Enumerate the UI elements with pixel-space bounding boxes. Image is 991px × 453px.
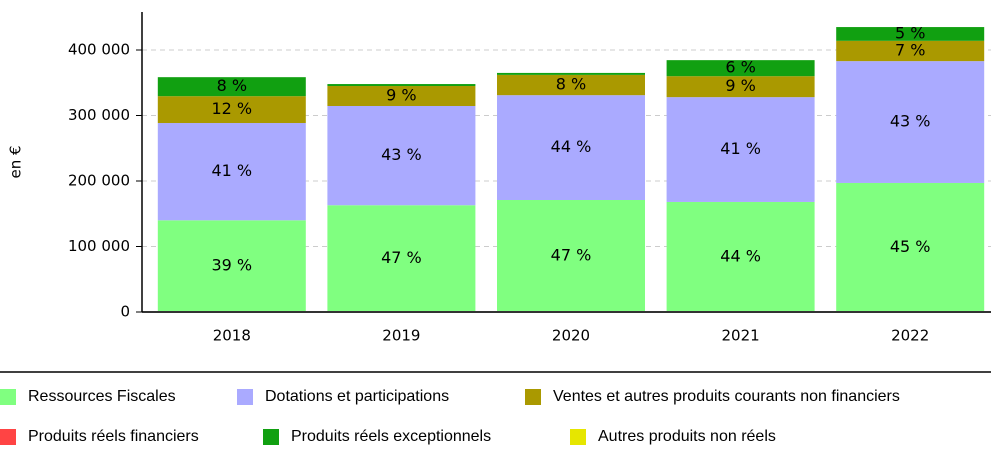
share-label: 47 % bbox=[551, 245, 592, 264]
bar-segment bbox=[497, 72, 645, 75]
legend-label: Ressources Fiscales bbox=[28, 388, 176, 405]
bar-segment bbox=[497, 74, 645, 96]
share-label: 41 % bbox=[720, 139, 761, 158]
legend-label: Dotations et participations bbox=[265, 388, 449, 405]
legend-swatch bbox=[237, 389, 253, 405]
share-label: 9 % bbox=[725, 76, 755, 95]
legend-swatch bbox=[525, 389, 541, 405]
bar-segment bbox=[836, 61, 985, 183]
bar-segment bbox=[836, 27, 985, 41]
share-label: 8 % bbox=[556, 75, 586, 94]
bar-segment bbox=[327, 205, 476, 312]
x-tick-label: 2021 bbox=[722, 327, 760, 345]
bar-segment bbox=[157, 220, 306, 312]
x-tick-label: 2019 bbox=[382, 327, 420, 345]
bar-segment bbox=[497, 95, 645, 200]
bar-segment bbox=[157, 77, 306, 97]
bar-segment bbox=[157, 96, 306, 124]
bar-segment bbox=[497, 199, 645, 312]
share-label: 9 % bbox=[386, 86, 416, 105]
bar-segment bbox=[327, 105, 476, 206]
share-label: 44 % bbox=[551, 137, 592, 156]
bar-segment bbox=[836, 40, 985, 62]
bar-segment bbox=[157, 123, 306, 221]
y-tick-label: 200 000 bbox=[68, 171, 130, 189]
share-label: 8 % bbox=[217, 76, 247, 95]
bar-segment bbox=[327, 84, 476, 87]
bar-segment bbox=[666, 76, 815, 98]
share-label: 5 % bbox=[895, 23, 925, 42]
share-label: 41 % bbox=[211, 161, 252, 180]
y-tick-label: 100 000 bbox=[68, 237, 130, 255]
share-label: 47 % bbox=[381, 248, 422, 267]
legend-label: Produits réels exceptionnels bbox=[291, 428, 491, 445]
bar-segment bbox=[327, 86, 476, 106]
x-tick-label: 2018 bbox=[213, 327, 251, 345]
share-label: 43 % bbox=[890, 112, 931, 131]
bar-segment bbox=[836, 182, 985, 312]
share-label: 39 % bbox=[211, 256, 252, 275]
bar-segment bbox=[666, 60, 815, 77]
share-label: 7 % bbox=[895, 40, 925, 59]
legend-swatch bbox=[0, 429, 16, 445]
share-label: 45 % bbox=[890, 237, 931, 256]
share-label: 44 % bbox=[720, 246, 761, 265]
legend-swatch bbox=[570, 429, 586, 445]
y-tick-label: 300 000 bbox=[68, 106, 130, 124]
share-label: 6 % bbox=[725, 58, 755, 77]
y-tick-label: 0 bbox=[120, 303, 130, 321]
legend-label: Autres produits non réels bbox=[598, 428, 776, 445]
share-label: 12 % bbox=[211, 99, 252, 118]
y-axis-label: en € bbox=[7, 145, 25, 178]
x-tick-label: 2020 bbox=[552, 327, 590, 345]
legend-swatch bbox=[0, 389, 16, 405]
x-tick-label: 2022 bbox=[891, 327, 929, 345]
bar-segment bbox=[666, 201, 815, 312]
share-label: 43 % bbox=[381, 145, 422, 164]
bar-segment bbox=[666, 97, 815, 202]
legend-label: Produits réels financiers bbox=[28, 428, 199, 445]
legend-label: Ventes et autres produits courants non f… bbox=[553, 388, 900, 405]
y-tick-label: 400 000 bbox=[68, 40, 130, 58]
legend-swatch bbox=[263, 429, 279, 445]
